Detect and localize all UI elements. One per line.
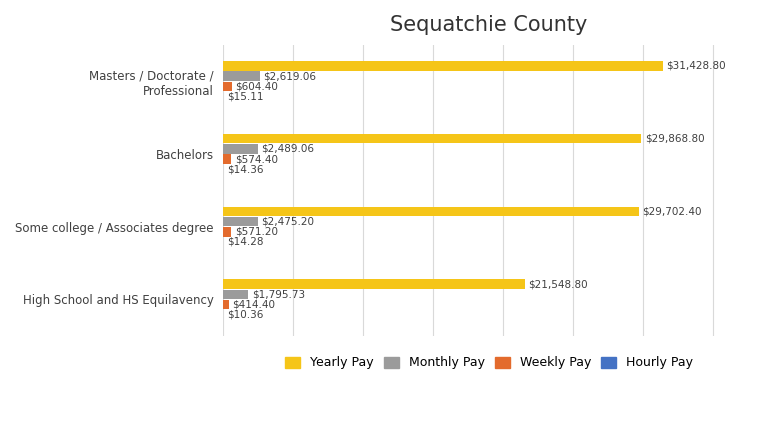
Legend: Yearly Pay, Monthly Pay, Weekly Pay, Hourly Pay: Yearly Pay, Monthly Pay, Weekly Pay, Hou… [281, 353, 697, 373]
Text: $2,475.20: $2,475.20 [261, 217, 314, 227]
Bar [223, 61, 663, 71]
Text: $21,548.80: $21,548.80 [528, 279, 588, 289]
Text: $31,428.80: $31,428.80 [667, 61, 726, 71]
Bar [223, 134, 641, 143]
Text: $571.20: $571.20 [235, 227, 278, 237]
Bar [223, 154, 231, 164]
Text: $29,868.80: $29,868.80 [644, 134, 705, 144]
Bar [223, 300, 229, 309]
Bar [223, 71, 259, 81]
Bar [223, 227, 231, 236]
Bar [223, 280, 525, 289]
Text: $1,795.73: $1,795.73 [252, 289, 305, 299]
Text: $14.28: $14.28 [227, 237, 263, 247]
Bar [223, 144, 258, 154]
Text: $15.11: $15.11 [227, 91, 263, 102]
Text: $10.36: $10.36 [227, 310, 263, 320]
Text: $29,702.40: $29,702.40 [642, 206, 702, 217]
Text: $2,489.06: $2,489.06 [262, 144, 315, 154]
Bar [223, 207, 639, 216]
Text: $14.36: $14.36 [227, 164, 263, 174]
Bar [223, 217, 258, 226]
Text: $574.40: $574.40 [235, 154, 278, 164]
Text: $414.40: $414.40 [233, 299, 276, 310]
Bar [223, 82, 232, 91]
Text: $2,619.06: $2,619.06 [263, 71, 316, 81]
Text: $604.40: $604.40 [235, 81, 278, 91]
Bar [223, 290, 249, 299]
Title: Sequatchie County: Sequatchie County [390, 15, 588, 35]
